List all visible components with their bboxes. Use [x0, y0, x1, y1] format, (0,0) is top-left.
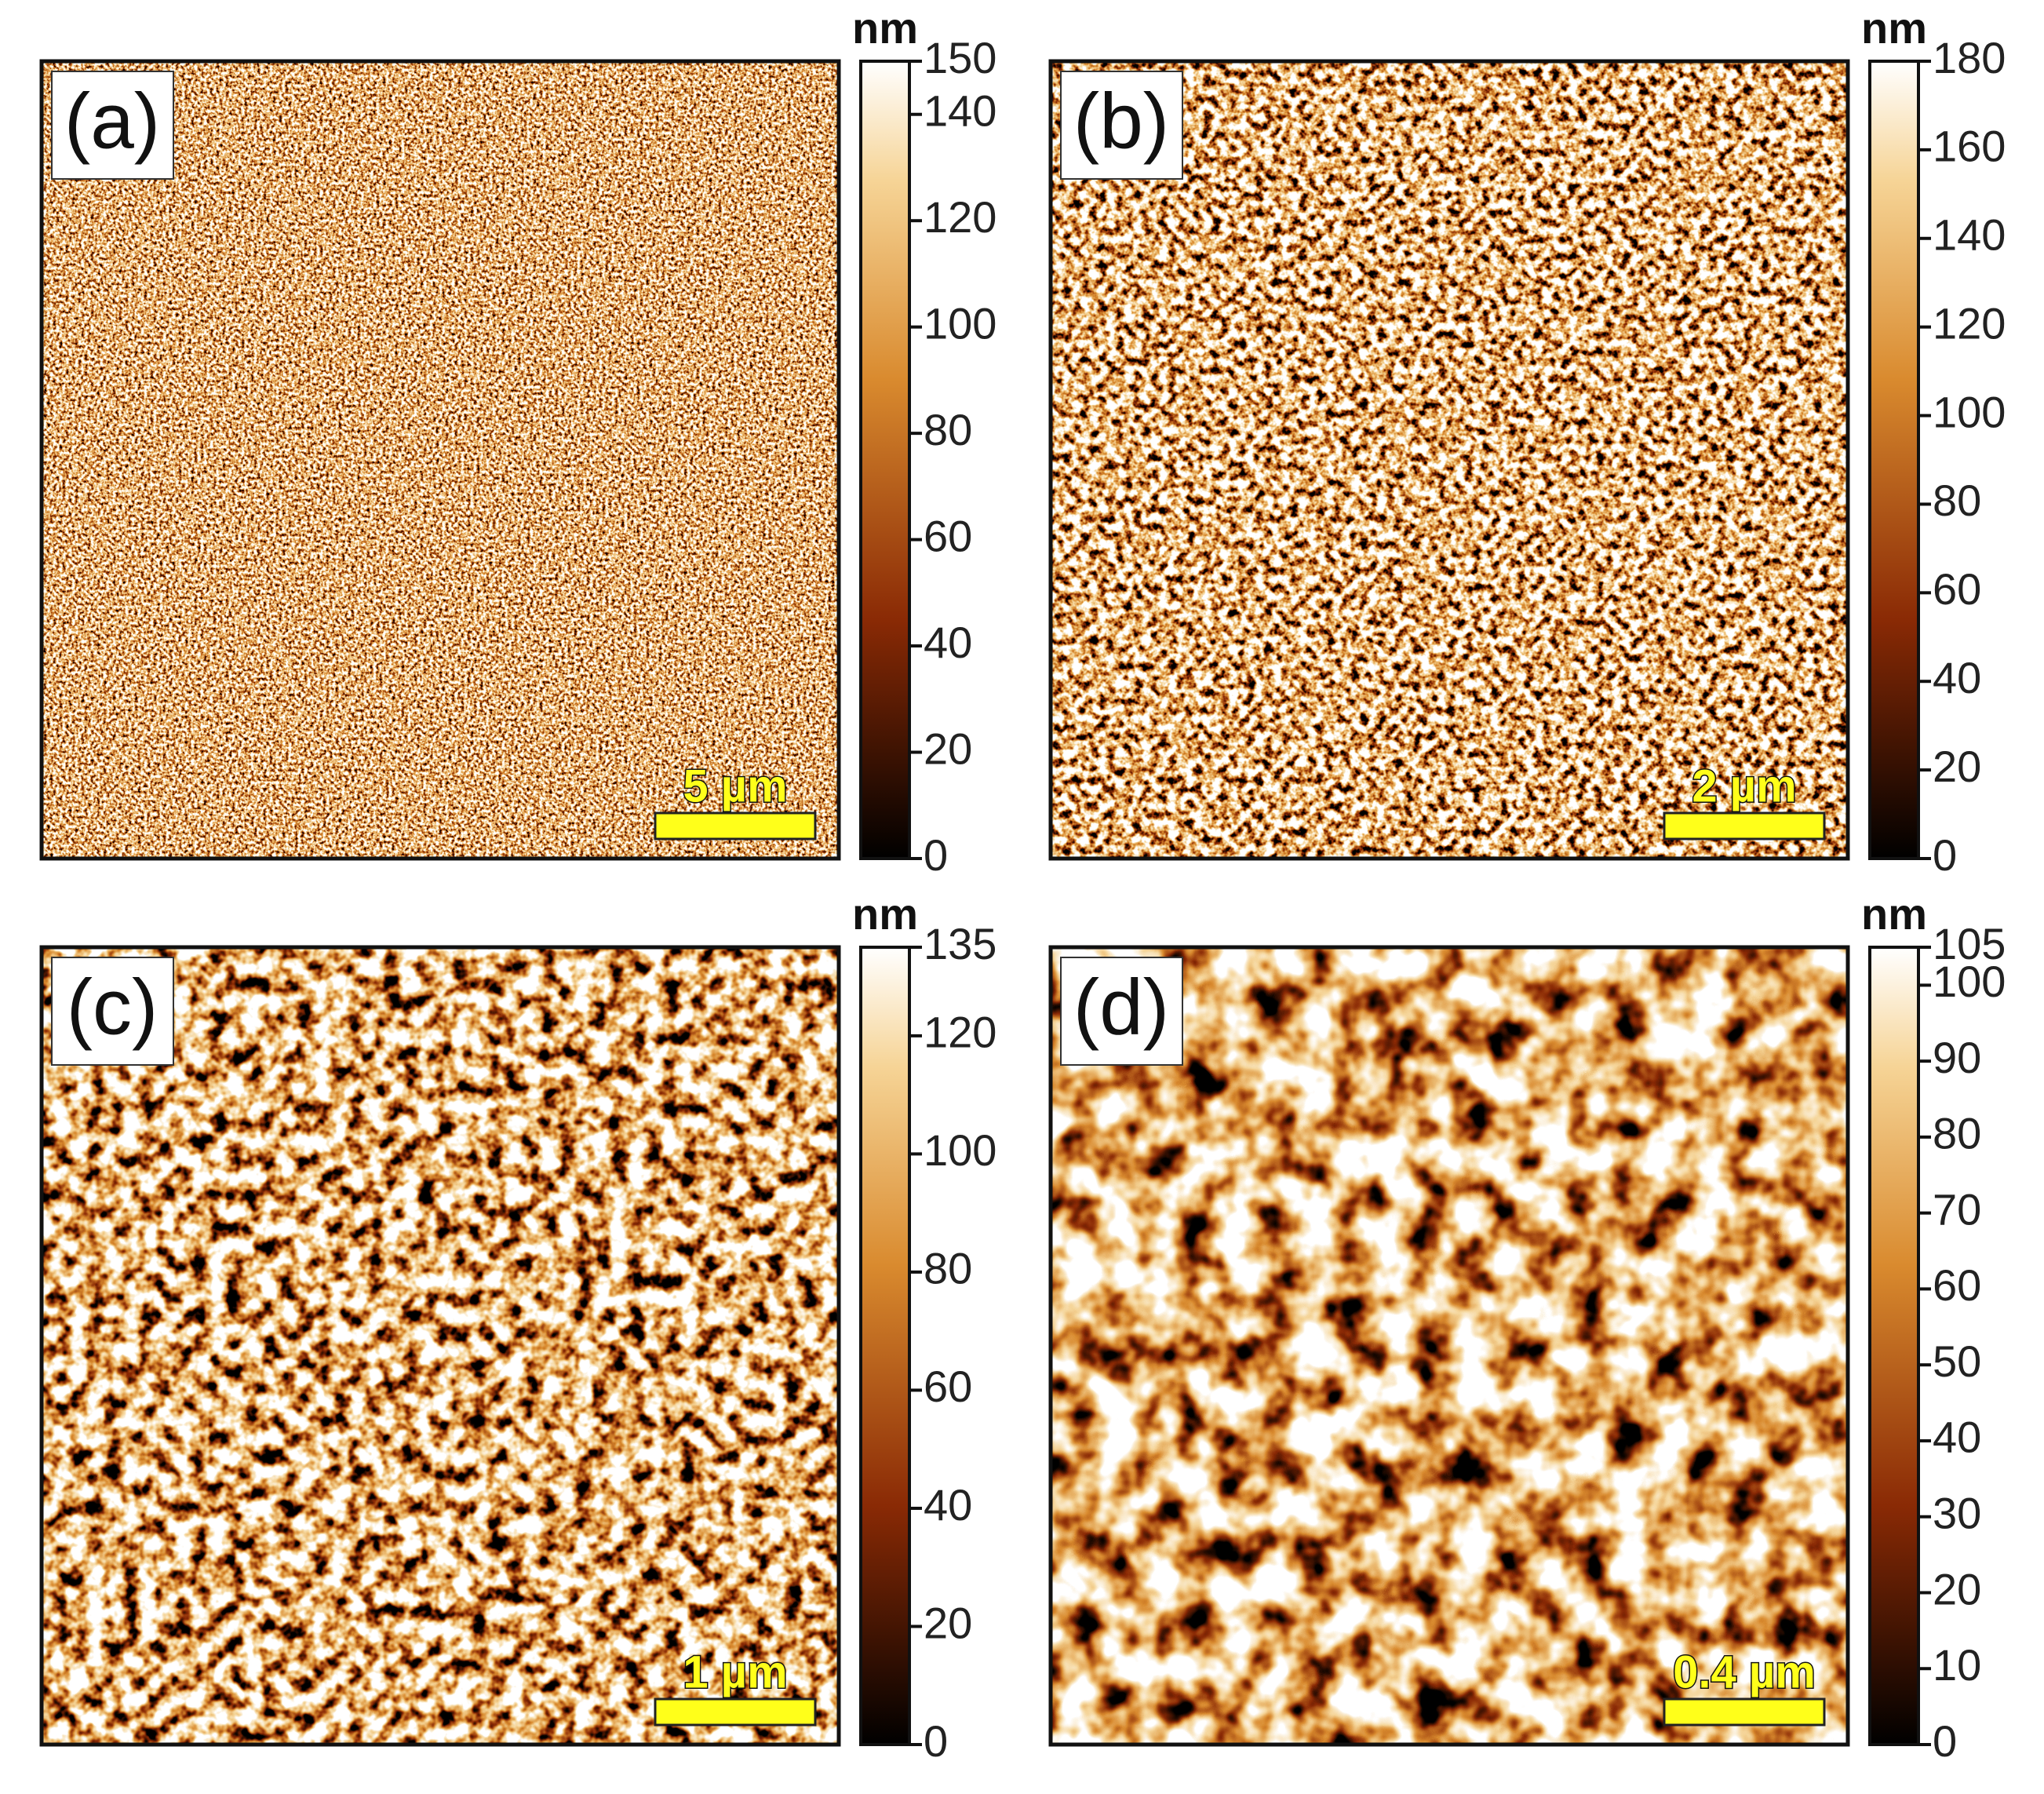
tick-label: 50 — [1933, 1336, 1981, 1386]
scale-bar — [654, 1697, 817, 1727]
tick-label: 100 — [924, 298, 996, 348]
image-frame — [1048, 59, 1850, 861]
tick-label: 160 — [1933, 122, 2006, 171]
scale-bar-label: 5 µm — [683, 760, 787, 811]
image-frame — [39, 945, 841, 1747]
colorbar-unit: nm — [852, 3, 918, 53]
scale-bar — [1663, 811, 1826, 840]
tick-label: 60 — [1933, 564, 1981, 614]
tick-label: 0 — [924, 830, 948, 880]
tick-label: 150 — [924, 33, 996, 82]
tick-label: 10 — [1933, 1640, 1981, 1690]
colorbar-unit: nm — [1861, 889, 1927, 939]
tick-label: 80 — [924, 1244, 972, 1293]
scale-bar-label: 1 µm — [683, 1646, 787, 1697]
tick-label: 60 — [1933, 1260, 1981, 1310]
tick-label: 120 — [1933, 298, 2006, 348]
tick-label: 120 — [924, 1008, 996, 1057]
tick-label: 20 — [1933, 742, 1981, 791]
tick-label: 20 — [924, 724, 972, 773]
tick-label: 140 — [1933, 210, 2006, 260]
tick-label: 120 — [924, 192, 996, 242]
colorbar — [859, 946, 911, 1746]
tick-label: 135 — [924, 919, 996, 968]
tick-label: 0 — [1933, 830, 1957, 880]
panel-label: (d) — [1073, 963, 1169, 1051]
colorbar — [859, 60, 911, 860]
panel-label: (b) — [1073, 77, 1169, 165]
tick-label: 0 — [1933, 1716, 1957, 1766]
panel-label-box — [1060, 957, 1183, 1066]
tick-label: 40 — [1933, 1413, 1981, 1462]
tick-label: 100 — [1933, 957, 2006, 1006]
scale-bar-label: 0.4 µm — [1673, 1646, 1816, 1697]
tick-label: 100 — [924, 1125, 996, 1175]
image-frame — [1048, 945, 1850, 1747]
tick-label: 70 — [1933, 1184, 1981, 1234]
tick-label: 80 — [1933, 1109, 1981, 1158]
tick-label: 60 — [924, 1362, 972, 1411]
colorbar — [1868, 946, 1920, 1746]
tick-label: 0 — [924, 1716, 948, 1766]
colorbar-unit: nm — [852, 889, 918, 939]
scale-bar — [654, 811, 817, 840]
tick-label: 105 — [1933, 919, 2006, 968]
tick-label: 80 — [1933, 476, 1981, 525]
image-frame — [39, 59, 841, 861]
tick-label: 40 — [1933, 653, 1981, 702]
tick-label: 40 — [924, 618, 972, 667]
scale-bar — [1663, 1697, 1826, 1727]
tick-label: 20 — [1933, 1564, 1981, 1614]
colorbar — [1868, 60, 1920, 860]
colorbar-unit: nm — [1861, 3, 1927, 53]
tick-label: 40 — [924, 1480, 972, 1530]
tick-label: 100 — [1933, 387, 2006, 436]
afm-image — [1051, 947, 1848, 1745]
panel-label-box — [51, 71, 174, 180]
tick-label: 90 — [1933, 1033, 1981, 1082]
afm-image — [1051, 61, 1848, 859]
panel-label: (a) — [64, 77, 160, 165]
tick-label: 20 — [924, 1598, 972, 1647]
tick-label: 140 — [924, 86, 996, 136]
tick-label: 30 — [1933, 1489, 1981, 1538]
panel-label-box — [1060, 71, 1183, 180]
tick-label: 180 — [1933, 33, 2006, 82]
afm-image — [42, 61, 839, 859]
panel-label-box — [51, 957, 174, 1066]
tick-label: 60 — [924, 511, 972, 560]
panel-label: (c) — [67, 963, 158, 1051]
tick-label: 80 — [924, 405, 972, 454]
afm-image — [42, 947, 839, 1745]
scale-bar-label: 2 µm — [1692, 760, 1796, 811]
